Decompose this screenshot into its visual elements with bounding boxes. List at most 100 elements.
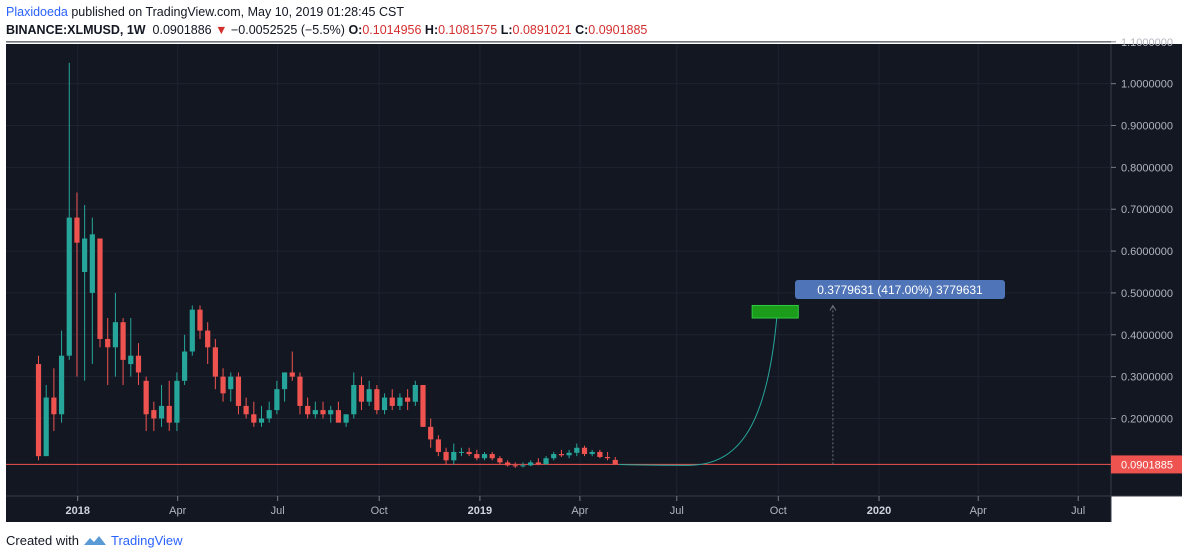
- time-axis[interactable]: [6, 496, 1111, 522]
- candle: [120, 318, 126, 385]
- candle-body: [128, 355, 134, 365]
- low-value: 0.0891021: [512, 23, 572, 37]
- candle: [228, 372, 234, 402]
- candle-body: [328, 410, 334, 415]
- candle: [474, 449, 480, 461]
- candle-body: [89, 234, 95, 293]
- time-tick-label: 2020: [867, 505, 891, 517]
- candle-body: [343, 414, 349, 423]
- measure-arrow-icon: [829, 304, 837, 311]
- candle: [251, 401, 257, 427]
- candle: [535, 458, 541, 466]
- candle: [320, 401, 326, 419]
- candle: [197, 305, 203, 339]
- candle-body: [474, 454, 480, 459]
- candle: [435, 435, 441, 457]
- candle: [281, 372, 288, 402]
- candle: [43, 384, 49, 457]
- candle-body: [205, 330, 211, 348]
- candle: [412, 380, 418, 406]
- tradingview-brand[interactable]: TradingView: [110, 533, 183, 548]
- last-price-badge: 0.0901885: [1111, 455, 1182, 474]
- candle: [466, 447, 472, 457]
- candle-body: [320, 410, 326, 415]
- candle: [297, 372, 303, 415]
- candle-body: [566, 452, 572, 456]
- last-price-badge-bg: [1111, 455, 1182, 474]
- candle: [312, 401, 318, 419]
- candle-body: [189, 309, 195, 352]
- candle-body: [182, 351, 188, 381]
- projection-curve: [619, 317, 778, 466]
- candle-body: [220, 376, 226, 394]
- candle-body: [312, 410, 318, 415]
- time-tick-label: Jul: [271, 505, 285, 517]
- candle-body: [135, 355, 142, 373]
- candle-body: [235, 376, 242, 406]
- time-tick-label: 2018: [65, 505, 89, 517]
- candle-body: [558, 454, 565, 456]
- candle: [604, 451, 611, 461]
- author-link[interactable]: Plaxidoeda: [6, 5, 68, 19]
- open-value: 0.1014956: [362, 23, 422, 37]
- candle-body: [305, 405, 311, 415]
- candle-body: [166, 405, 172, 423]
- candle-body: [612, 459, 618, 465]
- time-tick-label: Oct: [770, 505, 787, 517]
- candle-body: [197, 309, 203, 331]
- candle: [235, 372, 242, 415]
- plot-area[interactable]: [6, 44, 1111, 496]
- candle-body: [158, 405, 165, 419]
- candle: [358, 376, 365, 411]
- ohlc-line: BINANCE:XLMUSD, 1W 0.0901886 ▼ −0.005252…: [6, 21, 647, 39]
- created-with-label: Created with: [6, 533, 79, 548]
- candle-body: [458, 451, 465, 453]
- candle: [289, 351, 295, 381]
- candle: [374, 384, 380, 415]
- candle-body: [528, 462, 534, 466]
- measure-label: 0.3779631 (417.00%) 3779631: [795, 280, 1005, 299]
- candle: [82, 205, 88, 381]
- candle: [612, 456, 618, 465]
- candle: [397, 393, 403, 411]
- candle: [389, 389, 395, 411]
- close-value: 0.0901885: [588, 23, 648, 37]
- candle-body: [274, 389, 280, 411]
- footer: Created with TradingView: [6, 533, 183, 548]
- candle: [189, 305, 195, 356]
- open-label: O:: [348, 23, 363, 37]
- candle-body: [389, 397, 395, 406]
- candle: [220, 368, 226, 402]
- price-axis[interactable]: [1111, 44, 1182, 496]
- candle: [258, 405, 265, 427]
- candle: [335, 401, 342, 423]
- candle: [443, 447, 449, 465]
- high-label: H:: [424, 23, 439, 37]
- time-tick-label: Jul: [1071, 505, 1085, 517]
- candle-body: [297, 376, 303, 406]
- candle-body: [281, 372, 288, 390]
- price-tick-label: 0.7000000: [1121, 204, 1173, 216]
- candle: [89, 217, 95, 365]
- candle: [174, 372, 180, 432]
- candle: [166, 380, 172, 432]
- candle-body: [428, 426, 434, 440]
- candle-body: [335, 410, 342, 423]
- candle-body: [120, 322, 126, 360]
- last-price: 0.0901886: [152, 23, 212, 37]
- candle: [589, 449, 595, 457]
- candle-body: [374, 389, 380, 411]
- candle: [274, 380, 280, 415]
- candle-body: [435, 439, 441, 452]
- candle: [504, 460, 511, 467]
- candle: [58, 330, 65, 423]
- candle: [105, 318, 111, 385]
- candle: [243, 397, 249, 419]
- price-tick-label: 0.5000000: [1121, 288, 1173, 300]
- candle-body: [66, 217, 72, 356]
- candles-layer: [35, 62, 618, 468]
- candle-body: [174, 380, 180, 423]
- candle: [135, 343, 142, 385]
- close-label: C:: [575, 23, 589, 37]
